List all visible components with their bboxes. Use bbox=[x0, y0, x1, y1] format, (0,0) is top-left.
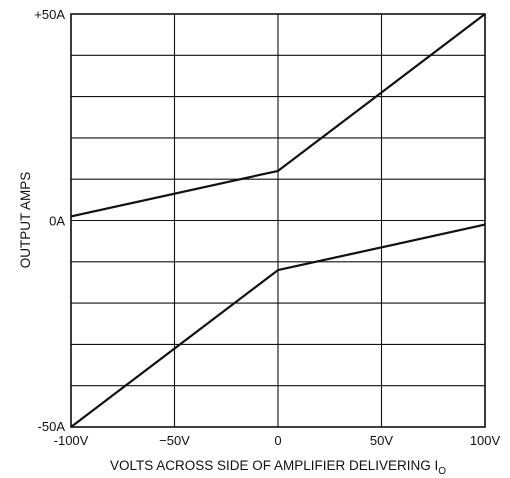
x-tick-label: 50V bbox=[370, 433, 393, 448]
y-axis-label: OUTPUT AMPS bbox=[18, 172, 33, 269]
x-tick-label: 0 bbox=[274, 433, 281, 448]
y-tick-label: +50A bbox=[34, 7, 65, 22]
x-tick-label: -100V bbox=[54, 433, 89, 448]
grid bbox=[70, 13, 486, 428]
series-line-2 bbox=[70, 223, 486, 428]
x-tick-label: 100V bbox=[470, 433, 501, 448]
y-tick-label: 0A bbox=[49, 214, 65, 229]
plot-frame bbox=[70, 13, 486, 428]
x-axis-label: VOLTS ACROSS SIDE OF AMPLIFIER DELIVERIN… bbox=[110, 458, 446, 477]
tick-labels: -100V −50V 0 50V 100V +50A 0A -50A bbox=[34, 7, 500, 448]
y-tick-label: -50A bbox=[38, 419, 66, 434]
series-line-1 bbox=[70, 13, 486, 218]
x-tick-label: −50V bbox=[159, 433, 190, 448]
x-axis-label-main: VOLTS ACROSS SIDE OF AMPLIFIER DELIVERIN… bbox=[110, 458, 438, 473]
x-axis-label-subscript: O bbox=[438, 466, 446, 477]
series-group bbox=[70, 13, 486, 428]
